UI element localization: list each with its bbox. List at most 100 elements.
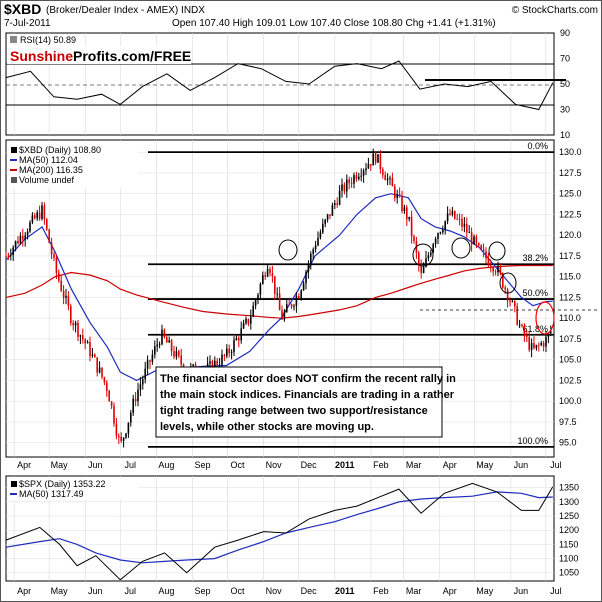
price-candle-body <box>480 245 482 249</box>
spx-legend-price-swatch <box>11 481 17 487</box>
price-candle-body <box>401 196 403 211</box>
price-candle-body <box>164 330 166 338</box>
sunshine-logo-rest: Profits.com/FREE <box>73 48 191 64</box>
price-candle-body <box>101 368 103 378</box>
header-date: 7-Jul-2011 <box>4 18 51 29</box>
price-candle-body <box>240 328 242 340</box>
month-label: Mar <box>406 460 422 470</box>
price-candle-body <box>34 215 36 218</box>
month-label: Oct <box>231 460 246 470</box>
price-candle-body <box>243 323 245 328</box>
price-candle-body <box>413 236 415 241</box>
month-label: Jul <box>550 586 562 596</box>
month-label: Jun <box>88 586 103 596</box>
price-candle-body <box>531 343 533 350</box>
main-tick-label: 102.5 <box>559 375 582 385</box>
price-candle-body <box>312 249 314 254</box>
price-candle-body <box>228 349 230 353</box>
price-candle-body <box>495 271 497 272</box>
rsi-y-ticks: 9070503010 <box>560 28 570 140</box>
price-candle-body <box>267 269 269 277</box>
month-axis-upper: Apr May Jun Jul Aug Sep Oct Nov Dec 2011 Feb Mar Apr… <box>17 460 561 470</box>
main-tick-label: 117.5 <box>559 251 581 261</box>
price-candle-body <box>488 258 490 265</box>
price-candle-body <box>60 281 62 291</box>
price-candle-body <box>348 180 350 184</box>
price-candle-body <box>166 337 168 342</box>
price-candle-body <box>420 266 422 273</box>
price-candle-body <box>483 250 485 252</box>
price-candle-body <box>351 183 353 184</box>
price-candle-body <box>394 186 396 198</box>
price-candle-body <box>536 345 538 348</box>
price-candle-body <box>540 343 542 345</box>
sunshine-logo: SunshineProfits.com/FREE <box>10 48 191 64</box>
header-quote: Open 107.40 High 109.01 Low 107.40 Close… <box>172 18 496 29</box>
fib-label: 50.0% <box>522 288 548 298</box>
month-label: Apr <box>17 460 31 470</box>
price-candle-body <box>120 437 122 441</box>
price-candle-body <box>15 241 17 247</box>
price-candle-body <box>315 245 317 249</box>
price-candle-body <box>339 191 341 205</box>
price-candle-body <box>456 219 458 220</box>
header-name: (Broker/Dealer Index - AMEX) INDX <box>46 5 205 16</box>
price-candle-body <box>363 170 365 175</box>
price-candle-body <box>20 236 22 244</box>
month-label: Jun <box>88 460 103 470</box>
main-tick-label: 110.0 <box>559 313 581 323</box>
month-label: Apr <box>17 586 31 596</box>
price-candle-body <box>358 177 360 179</box>
price-candle-body <box>135 399 137 402</box>
price-candle-body <box>466 224 468 233</box>
price-candle-body <box>336 203 338 204</box>
price-candle-body <box>94 354 96 357</box>
price-candle-body <box>279 294 281 311</box>
price-candle-body <box>528 337 530 350</box>
price-candle-body <box>346 180 348 192</box>
price-candle-body <box>468 232 470 233</box>
annotation-line-2: the main stock indices. Financials are t… <box>160 389 455 401</box>
main-legend: $XBD (Daily) 108.80 MA(50) 112.04 MA(200… <box>8 142 138 188</box>
price-candle-body <box>288 304 290 305</box>
price-candle-body <box>274 276 276 294</box>
price-candle-body <box>132 399 134 413</box>
price-candle-body <box>226 349 228 356</box>
main-tick-label: 112.5 <box>559 292 581 302</box>
price-candle-body <box>399 194 401 196</box>
price-candle-body <box>63 291 65 298</box>
price-candle-body <box>12 247 14 255</box>
price-candle-body <box>231 352 233 353</box>
price-candle-body <box>382 169 384 175</box>
month-label: Jul <box>125 460 137 470</box>
price-candle-body <box>341 184 343 190</box>
fib-label: 100.0% <box>517 436 548 446</box>
month-label: Oct <box>231 586 246 596</box>
price-candle-body <box>149 360 151 362</box>
month-label: Sep <box>195 460 211 470</box>
month-label: May <box>476 460 494 470</box>
price-candle-body <box>516 306 518 325</box>
spx-tick-label: 1150 <box>559 539 578 549</box>
month-label: Nov <box>266 586 283 596</box>
price-candle-body <box>171 340 173 351</box>
annotation-line-4: levels, while other stocks are moving up… <box>160 421 374 433</box>
price-candle-body <box>543 343 545 347</box>
spx-tick-label: 1050 <box>559 568 579 578</box>
price-candle-body <box>250 317 252 324</box>
price-candle-body <box>219 365 221 366</box>
price-candle-body <box>180 356 182 365</box>
price-candle-body <box>538 345 540 346</box>
price-candle-body <box>356 175 358 179</box>
price-candle-body <box>99 368 101 373</box>
price-candle-body <box>442 230 444 232</box>
price-candle-body <box>142 379 144 384</box>
rsi-legend: RSI(14) 50.89 <box>20 35 76 45</box>
price-candle-body <box>152 355 154 362</box>
spx-tick-label: 1100 <box>559 554 578 564</box>
price-candle-body <box>440 232 442 233</box>
price-candle-body <box>27 232 29 236</box>
month-label: May <box>476 586 494 596</box>
price-candle-body <box>51 243 53 254</box>
price-candle-body <box>156 345 158 347</box>
